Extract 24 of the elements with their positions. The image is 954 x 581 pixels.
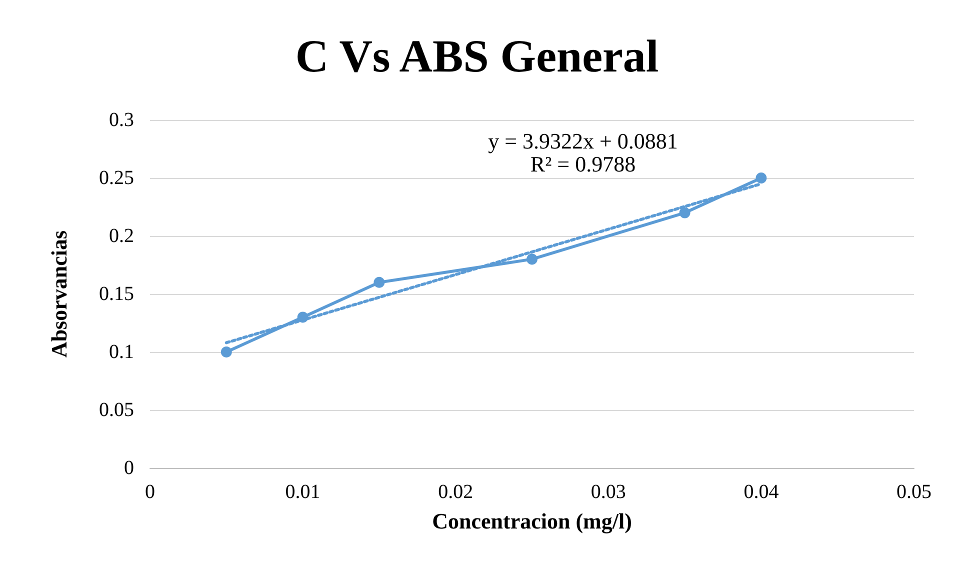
x-tick-label: 0.05 xyxy=(896,481,932,503)
point xyxy=(297,312,308,323)
x-tick-label: 0.03 xyxy=(590,481,626,503)
point xyxy=(220,346,232,358)
x-tick-label: 0.01 xyxy=(285,481,320,503)
point xyxy=(374,276,385,288)
annotation: y = 3.9322x + 0.0881 xyxy=(488,128,678,154)
x-tick-label: 0.04 xyxy=(744,481,779,503)
y-tick-label: 0.1 xyxy=(109,341,134,363)
x-tick-label: 0 xyxy=(145,481,155,503)
y-tick-label: 0.15 xyxy=(99,283,134,305)
y-tick-label: 0.05 xyxy=(99,399,134,421)
point xyxy=(679,207,690,218)
annotation: R² = 0.9788 xyxy=(530,152,636,176)
y-tick-label: 0.2 xyxy=(109,225,134,247)
point xyxy=(526,254,538,265)
x-axis-title: Concentracion (mg/l) xyxy=(432,508,632,534)
y-tick-label: 0 xyxy=(124,457,134,479)
chart-title: C Vs ABS General xyxy=(295,30,659,82)
point xyxy=(756,172,767,184)
y-tick-label: 0.25 xyxy=(99,167,134,189)
y-tick-label: 0.3 xyxy=(109,109,134,131)
x-tick-label: 0.02 xyxy=(438,481,474,503)
y-axis-title: Absorvancias xyxy=(46,230,72,358)
